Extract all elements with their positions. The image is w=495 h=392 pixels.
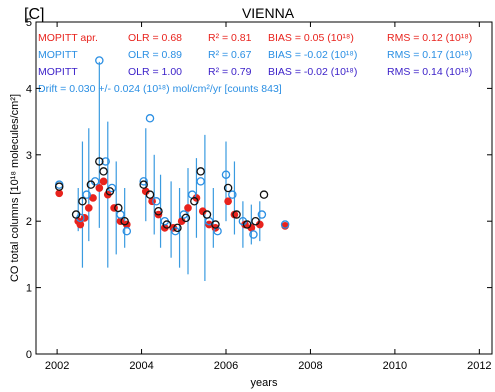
stat-rms: RMS = 0.12 (10¹⁸) <box>387 32 472 44</box>
mopitt-point <box>95 56 104 65</box>
stat-r2: R² = 0.79 <box>208 66 252 78</box>
y-tick-label: 5 <box>26 17 32 29</box>
mopitt-apr-point <box>99 177 108 186</box>
y-axis: 0 1 2 3 4 5 <box>26 17 492 361</box>
x-tick-label: 2002 <box>45 360 69 372</box>
stat-rms: RMS = 0.14 (10¹⁸) <box>387 66 472 78</box>
mopitt-smoothed-point <box>259 190 269 199</box>
mopitt-smoothed-point <box>114 203 123 213</box>
mopitt-smoothed-point <box>190 197 199 206</box>
mopitt-smoothed-point <box>223 183 233 193</box>
y-axis-label: CO total columns [10¹⁸ molecules/cm²] <box>9 94 21 282</box>
mopitt-smoothed-point <box>154 206 163 216</box>
mopitt-apr-point <box>184 204 192 212</box>
y-tick-label: 2 <box>26 216 32 228</box>
stat-olr: OLR = 1.00 <box>128 66 182 78</box>
x-tick-label: 2008 <box>298 360 322 372</box>
mopitt-apr-point <box>224 197 232 206</box>
mopitt-smoothed-point <box>196 167 205 176</box>
mopitt-smoothed-point <box>242 220 252 229</box>
mopitt-point <box>221 170 231 179</box>
mopitt-apr-point <box>76 220 85 229</box>
x-tick-label: 2006 <box>214 360 238 372</box>
mopitt-smoothed-point <box>139 180 148 189</box>
y-tick-label: 4 <box>26 83 32 95</box>
mopitt-smoothed-point <box>232 210 241 219</box>
stat-series: MOPITT <box>38 66 78 78</box>
stat-series: MOPITT <box>38 49 78 61</box>
stat-bias: BIAS = 0.05 (10¹⁸) <box>268 32 354 44</box>
stat-r2: R² = 0.81 <box>208 32 252 44</box>
mopitt-smoothed-point <box>54 182 64 191</box>
data-points <box>54 56 290 239</box>
mopitt-smoothed-point <box>181 213 191 223</box>
panel-label: [C] <box>24 6 44 23</box>
y-tick-label: 0 <box>26 349 32 361</box>
mopitt-point <box>82 190 91 199</box>
stat-rms: RMS = 0.17 (10¹⁸) <box>387 49 472 61</box>
mopitt-smoothed-point <box>95 157 104 166</box>
x-tick-label: 2004 <box>129 360 153 372</box>
mopitt-smoothed-point <box>162 220 172 229</box>
mopitt-apr-point <box>89 194 97 202</box>
mopitt-smoothed-point <box>78 197 87 206</box>
plot-frame <box>35 21 493 355</box>
y-tick-label: 1 <box>26 283 32 295</box>
mopitt-apr-point <box>84 204 93 212</box>
ftir-error-bars <box>77 61 261 281</box>
mopitt-point <box>145 114 155 123</box>
y-tick-label: 3 <box>26 150 32 162</box>
mopitt-point <box>257 210 267 219</box>
mopitt-smoothed-point <box>99 167 108 176</box>
stats-block: MOPITT apr. OLR = 0.68 R² = 0.81 BIAS = 0.0… <box>38 32 472 78</box>
mopitt-smoothed-point <box>105 187 115 196</box>
stat-r2: R² = 0.67 <box>208 49 252 61</box>
x-tick-label: 2010 <box>383 360 407 372</box>
mopitt-smoothed-point <box>71 210 81 219</box>
mopitt-apr-point <box>55 189 64 198</box>
stat-bias: BIAS = -0.02 (10¹⁸) <box>268 49 357 61</box>
mopitt-smoothed-point <box>86 180 96 189</box>
mopitt-smoothed-point <box>211 220 220 229</box>
mopitt-point <box>152 197 161 206</box>
mopitt-smoothed-point <box>120 216 129 226</box>
x-tick-label: 2012 <box>467 360 491 372</box>
chart-title: VIENNA <box>242 5 295 21</box>
drift-text: Drift = 0.030 +/- 0.024 (10¹⁸) mol/cm²/y… <box>38 83 282 95</box>
mopitt-smoothed-point <box>145 190 155 199</box>
mopitt-smoothed-point <box>202 210 212 219</box>
mopitt-apr-point <box>95 184 104 192</box>
x-axis: 2002 2004 2006 2008 2010 2012 <box>45 22 492 372</box>
x-axis-label: years <box>251 377 278 389</box>
mopitt-smoothed-point <box>251 216 260 226</box>
stat-bias: BIAS = -0.02 (10¹⁸) <box>268 66 357 78</box>
mopitt-point <box>228 190 237 199</box>
mopitt-smoothed-point <box>173 223 182 233</box>
stat-series: MOPITT apr. <box>38 32 98 44</box>
mopitt-point <box>139 177 148 186</box>
stat-olr: OLR = 0.68 <box>128 32 182 44</box>
mopitt-point <box>280 220 290 229</box>
mopitt-point <box>101 157 110 166</box>
mopitt-point <box>196 177 205 186</box>
stat-olr: OLR = 0.89 <box>128 49 182 61</box>
mopitt-point <box>122 226 132 236</box>
mopitt-point <box>249 230 258 239</box>
